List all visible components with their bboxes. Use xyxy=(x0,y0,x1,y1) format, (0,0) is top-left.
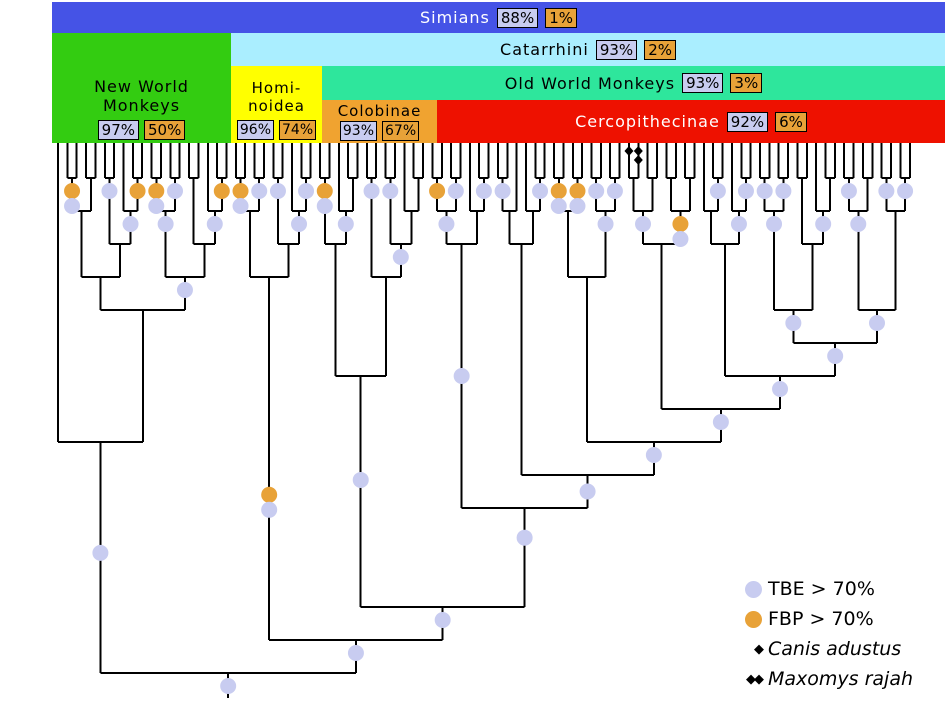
fbp-support-badge-nwm: 50% xyxy=(144,120,186,140)
double-diamond-icon: ◆◆ xyxy=(746,671,764,687)
clade-band-cercopithecinae: Cercopithecinae 92% 6% xyxy=(437,100,945,143)
clade-label-line1: New World xyxy=(94,77,189,96)
tbe-legend-dot xyxy=(736,580,762,598)
legend-label-tbe: TBE > 70% xyxy=(768,578,875,600)
support-badges-nwm: 97% 50% xyxy=(97,120,186,140)
tbe-support-badge-simians: 88% xyxy=(496,7,539,28)
fbp-legend-dot xyxy=(736,610,762,628)
clade-block-new-world-monkeys: New World Monkeys 97% 50% xyxy=(52,33,231,143)
fbp-support-badge-hominoidea: 74% xyxy=(279,120,317,140)
clade-label-hominoidea: Homi- noidea xyxy=(248,79,305,115)
fbp-support-badge-simians: 1% xyxy=(545,7,578,28)
fbp-support-badge-catarrhini: 2% xyxy=(644,39,676,60)
clade-band-catarrhini: Catarrhini 93% 2% xyxy=(231,33,945,66)
clade-label-line2: Monkeys xyxy=(102,96,181,115)
legend-item-tbe: TBE > 70% xyxy=(736,576,913,602)
clade-band-old-world-monkeys: Old World Monkeys 93% 3% xyxy=(322,66,945,100)
clade-band-simians: Simians 88% 1% xyxy=(52,2,945,33)
legend-label-maxomys: Maxomys rajah xyxy=(768,668,914,690)
tbe-support-badge-nwm: 97% xyxy=(97,120,139,140)
fbp-support-badge-colobinae: 67% xyxy=(382,121,420,141)
clade-label-new-world-monkeys: New World Monkeys xyxy=(94,77,189,115)
clade-block-colobinae: Colobinae 93% 67% xyxy=(322,100,437,143)
clade-label-cercopithecinae: Cercopithecinae xyxy=(575,112,720,131)
tbe-support-badge-colobinae: 93% xyxy=(339,121,377,141)
tbe-support-badge-catarrhini: 93% xyxy=(595,39,638,60)
clade-label-old-world-monkeys: Old World Monkeys xyxy=(504,73,676,93)
tbe-support-badge-hominoidea: 96% xyxy=(236,120,274,140)
legend-label-fbp: FBP > 70% xyxy=(768,608,874,630)
support-badges-hominoidea: 96% 74% xyxy=(236,120,317,140)
tbe-support-badge-owm: 93% xyxy=(682,73,724,93)
clade-label-colobinae: Colobinae xyxy=(337,102,422,120)
clade-label-simians: Simians xyxy=(419,8,490,27)
legend-item-canis: ◆ Canis adustus xyxy=(736,636,913,662)
support-badges-colobinae: 93% 67% xyxy=(339,121,420,141)
tbe-support-badge-cercopithecinae: 92% xyxy=(726,111,769,132)
single-diamond-icon: ◆ xyxy=(754,641,764,657)
legend-item-fbp: FBP > 70% xyxy=(736,606,913,632)
clade-label-line1: Homi- xyxy=(251,79,302,97)
clade-block-hominoidea: Homi- noidea 96% 74% xyxy=(231,66,322,143)
legend: TBE > 70% FBP > 70% ◆ Canis adustus ◆◆ M… xyxy=(736,576,913,692)
legend-item-maxomys: ◆◆ Maxomys rajah xyxy=(736,666,913,692)
fbp-support-badge-cercopithecinae: 6% xyxy=(775,111,807,132)
fbp-support-badge-owm: 3% xyxy=(730,73,763,93)
clade-label-catarrhini: Catarrhini xyxy=(500,40,589,59)
clade-label-line2: noidea xyxy=(248,97,305,115)
legend-label-canis: Canis adustus xyxy=(768,638,902,660)
